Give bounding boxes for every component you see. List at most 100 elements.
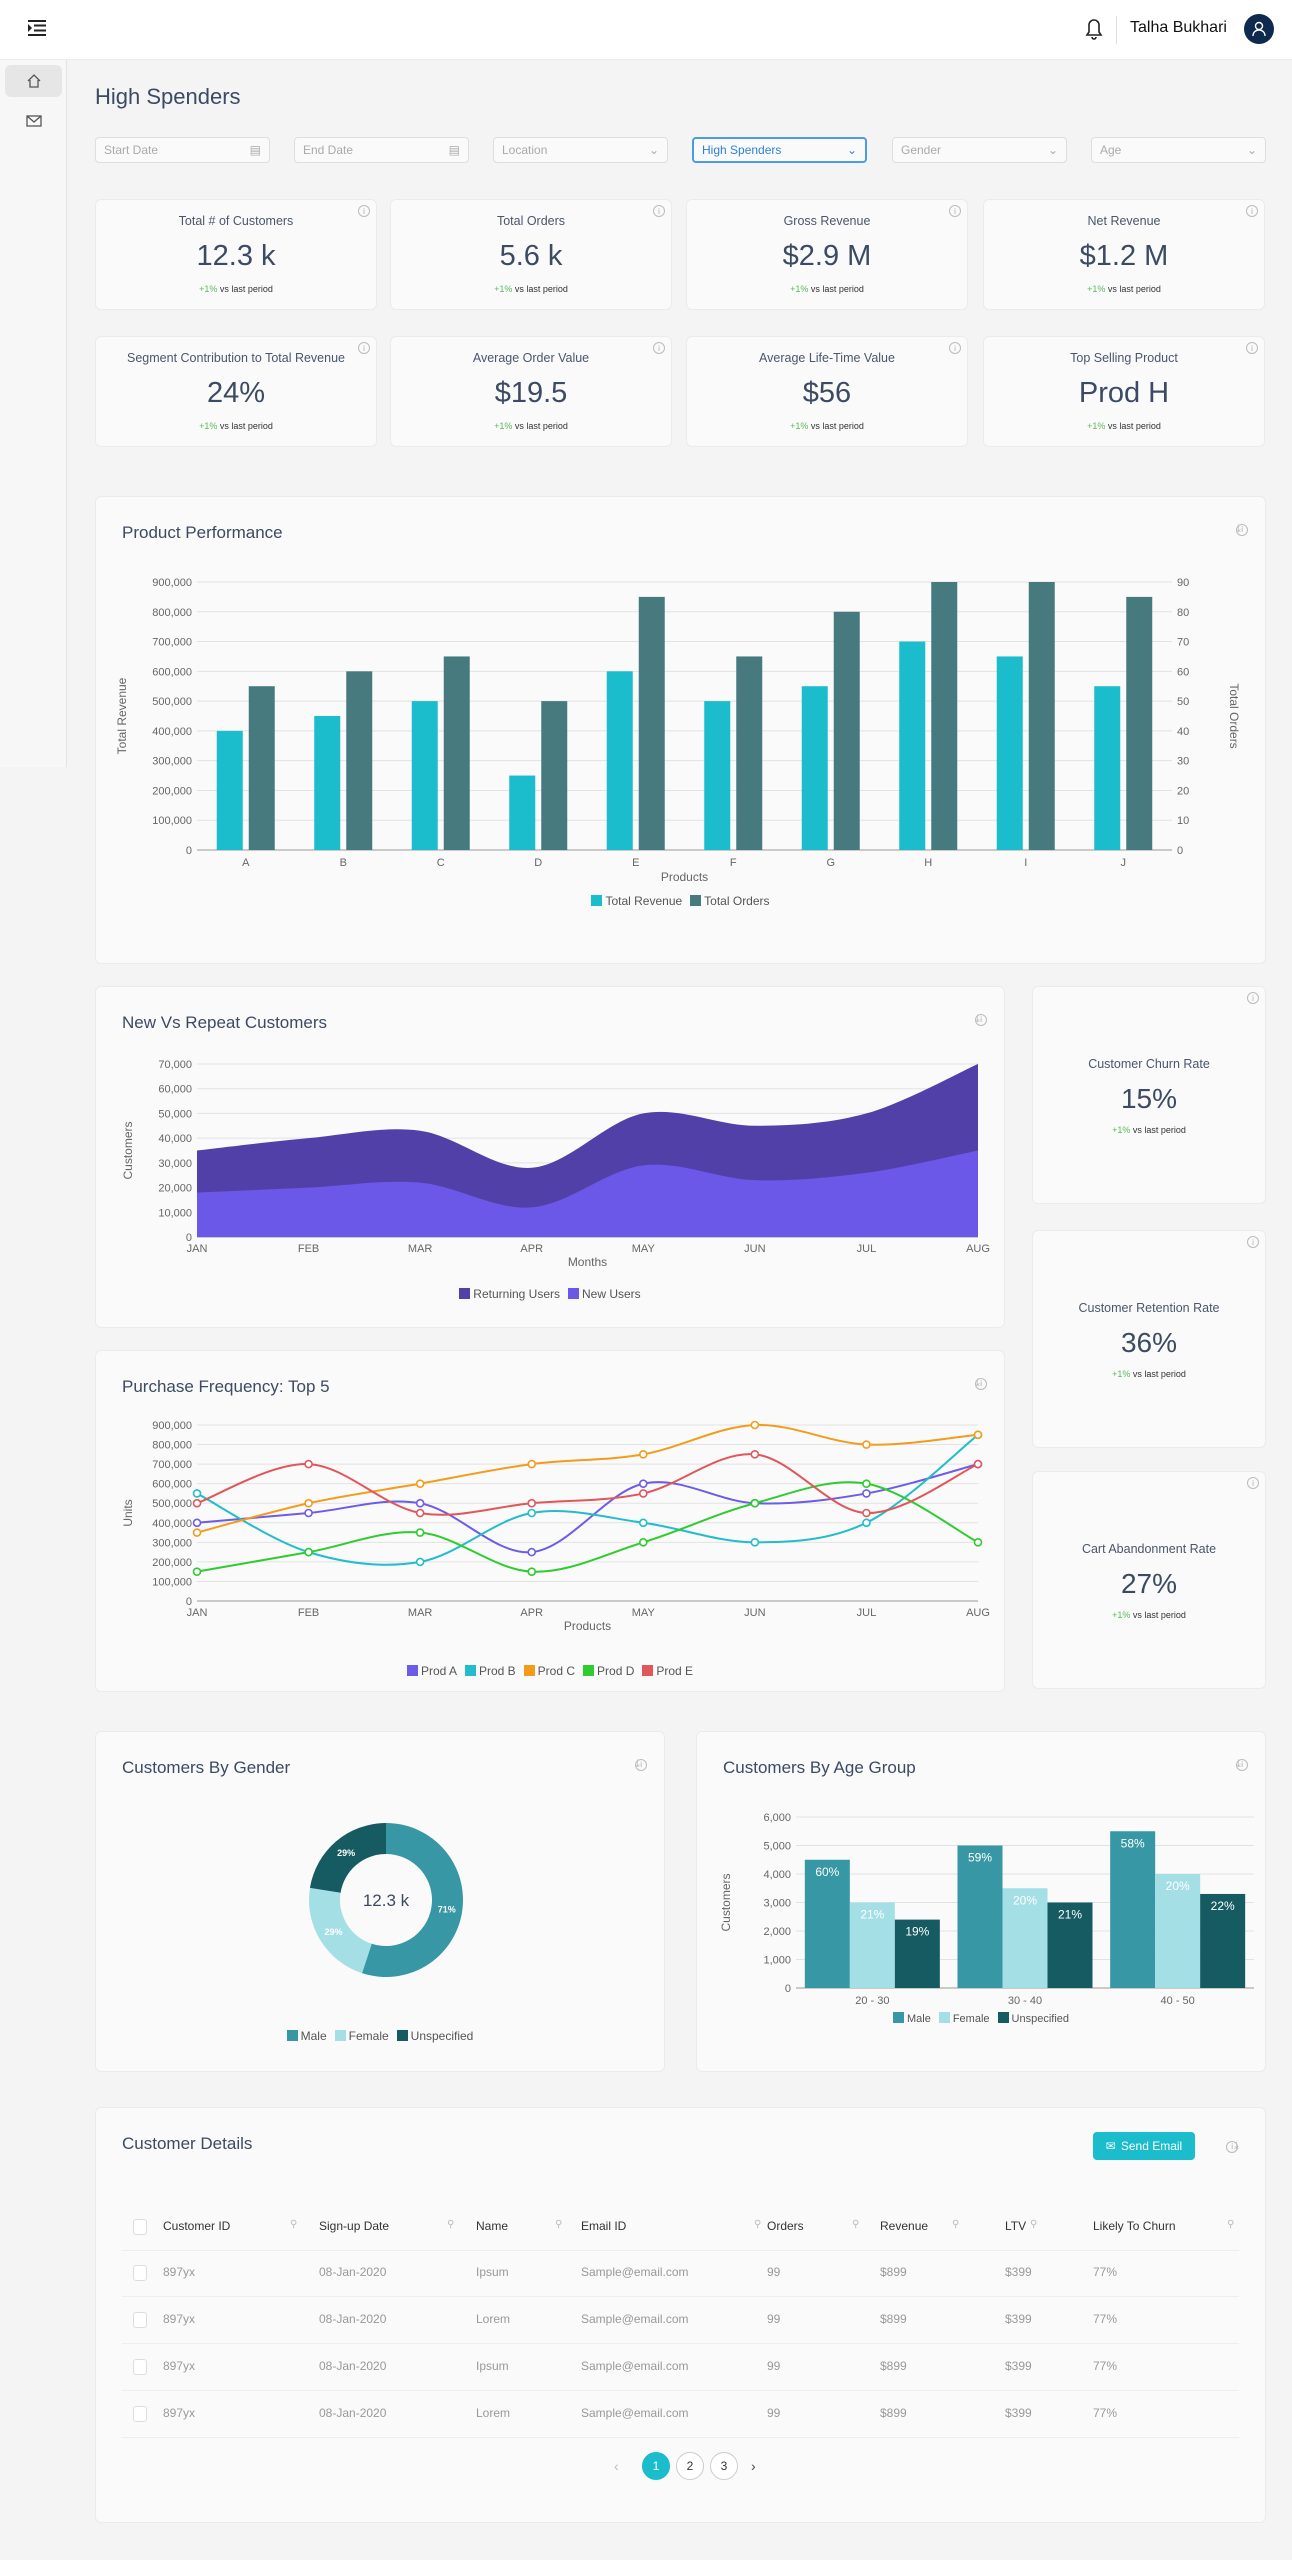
data-point[interactable] — [192, 1567, 202, 1576]
data-point[interactable] — [638, 1479, 648, 1488]
bar-female[interactable] — [1002, 1888, 1048, 1988]
bar-male[interactable] — [957, 1845, 1003, 1989]
data-point[interactable] — [638, 1538, 648, 1547]
info-icon[interactable]: i — [975, 1013, 988, 1026]
prev-page-icon[interactable]: ‹ — [614, 2458, 619, 2474]
info-icon[interactable]: i — [949, 205, 961, 217]
donut-slice-female[interactable] — [309, 1887, 372, 1974]
data-point[interactable] — [750, 1498, 760, 1508]
info-icon[interactable]: i — [653, 342, 665, 354]
row-checkbox[interactable] — [133, 2265, 147, 2281]
bar-total-revenue[interactable] — [411, 701, 438, 850]
info-icon[interactable]: i — [653, 205, 665, 217]
legend-item[interactable]: Prod E — [642, 1664, 693, 1678]
data-point[interactable] — [862, 1518, 871, 1528]
info-icon[interactable]: i — [949, 342, 961, 354]
bar-male[interactable] — [804, 1859, 850, 1988]
data-point[interactable] — [415, 1479, 425, 1488]
info-icon[interactable]: i — [1226, 2140, 1239, 2153]
legend-item[interactable]: Prod D — [583, 1664, 634, 1678]
bar-total-orders[interactable] — [541, 701, 568, 850]
table-row[interactable]: 897yx 08-Jan-2020 Lorem Sample@email.com 99 $… — [122, 2298, 1239, 2344]
data-point[interactable] — [415, 1528, 425, 1537]
bar-total-revenue[interactable] — [704, 701, 731, 850]
sidebar-item-home[interactable] — [5, 65, 62, 97]
data-point[interactable] — [304, 1508, 313, 1518]
bar-total-orders[interactable] — [736, 656, 763, 850]
data-point[interactable] — [862, 1508, 871, 1518]
table-row[interactable]: 897yx 08-Jan-2020 Ipsum Sample@email.com 99 $… — [122, 2251, 1239, 2297]
page-2-button[interactable]: 2 — [676, 2452, 704, 2480]
line-prod-d[interactable] — [196, 1481, 979, 1573]
row-checkbox[interactable] — [133, 2406, 147, 2422]
legend-item[interactable]: Unspecified — [997, 2012, 1069, 2025]
info-icon[interactable]: i — [1236, 1758, 1249, 1771]
data-point[interactable] — [973, 1538, 983, 1547]
bar-unspecified[interactable] — [1047, 1902, 1093, 1989]
data-point[interactable] — [192, 1498, 202, 1508]
data-point[interactable] — [192, 1528, 202, 1537]
column-header[interactable]: Email ID — [581, 2219, 627, 2233]
bell-icon[interactable] — [1085, 18, 1103, 45]
data-point[interactable] — [638, 1450, 648, 1459]
donut-slice-unspecified[interactable] — [309, 1823, 386, 1893]
data-point[interactable] — [638, 1489, 648, 1498]
bar-total-orders[interactable] — [1126, 596, 1153, 850]
location-select[interactable]: Location ⌄ — [493, 137, 668, 163]
line-prod-b[interactable] — [196, 1433, 979, 1566]
column-header[interactable]: Orders — [767, 2219, 804, 2233]
legend-item[interactable]: Male — [286, 2029, 327, 2043]
bar-total-revenue[interactable] — [314, 716, 341, 850]
start-date-picker[interactable]: Start Date ▤ — [95, 137, 270, 163]
select-all-checkbox[interactable] — [133, 2219, 147, 2235]
line-prod-a[interactable] — [196, 1463, 979, 1554]
data-point[interactable] — [527, 1567, 537, 1576]
user-name[interactable]: Talha Bukhari — [1130, 19, 1227, 36]
bar-total-revenue[interactable] — [996, 656, 1023, 850]
donut-slice-male[interactable] — [362, 1823, 463, 1977]
info-icon[interactable]: i — [975, 1377, 988, 1390]
menu-collapse-icon[interactable] — [28, 20, 46, 36]
data-point[interactable] — [527, 1498, 537, 1508]
search-icon[interactable]: ⚲ — [1227, 2219, 1235, 2230]
page-3-button[interactable]: 3 — [710, 2452, 738, 2480]
end-date-picker[interactable]: End Date ▤ — [294, 137, 469, 163]
info-icon[interactable]: i — [1246, 342, 1258, 354]
table-row[interactable]: 897yx 08-Jan-2020 Lorem Sample@email.com 99 $… — [122, 2392, 1239, 2438]
row-checkbox[interactable] — [133, 2312, 147, 2328]
legend-item[interactable]: Total Revenue — [591, 894, 682, 908]
info-icon[interactable]: i — [635, 1758, 648, 1771]
info-icon[interactable]: i — [1246, 205, 1258, 217]
search-icon[interactable]: ⚲ — [852, 2219, 860, 2230]
bar-total-orders[interactable] — [248, 686, 275, 850]
info-icon[interactable]: i — [1247, 1236, 1259, 1248]
data-point[interactable] — [973, 1430, 983, 1440]
legend-item[interactable]: Total Orders — [690, 894, 770, 908]
data-point[interactable] — [862, 1440, 871, 1449]
info-icon[interactable]: i — [1236, 523, 1249, 536]
data-point[interactable] — [750, 1538, 760, 1547]
bar-total-orders[interactable] — [1028, 582, 1055, 850]
legend-item[interactable]: New Users — [568, 1287, 641, 1301]
column-header[interactable]: Revenue — [880, 2219, 929, 2233]
bar-total-revenue[interactable] — [801, 686, 828, 850]
search-icon[interactable]: ⚲ — [447, 2219, 455, 2230]
area-new-users[interactable] — [197, 1150, 978, 1238]
data-point[interactable] — [192, 1518, 202, 1528]
info-icon[interactable]: i — [1247, 1477, 1259, 1489]
data-point[interactable] — [527, 1508, 537, 1518]
search-icon[interactable]: ⚲ — [290, 2219, 298, 2230]
next-page-icon[interactable]: › — [751, 2458, 756, 2474]
data-point[interactable] — [192, 1489, 202, 1498]
data-point[interactable] — [304, 1547, 313, 1557]
data-point[interactable] — [638, 1518, 648, 1528]
send-email-button[interactable]: ✉ Send Email — [1093, 2132, 1195, 2160]
info-icon[interactable]: i — [358, 342, 370, 354]
line-prod-e[interactable] — [196, 1453, 979, 1516]
segment-select[interactable]: High Spenders ⌄ — [692, 137, 867, 163]
row-checkbox[interactable] — [133, 2359, 147, 2375]
bar-unspecified[interactable] — [1200, 1893, 1246, 1988]
bar-total-revenue[interactable] — [216, 730, 243, 850]
legend-item[interactable]: Male — [892, 2012, 931, 2025]
search-icon[interactable]: ⚲ — [952, 2219, 960, 2230]
